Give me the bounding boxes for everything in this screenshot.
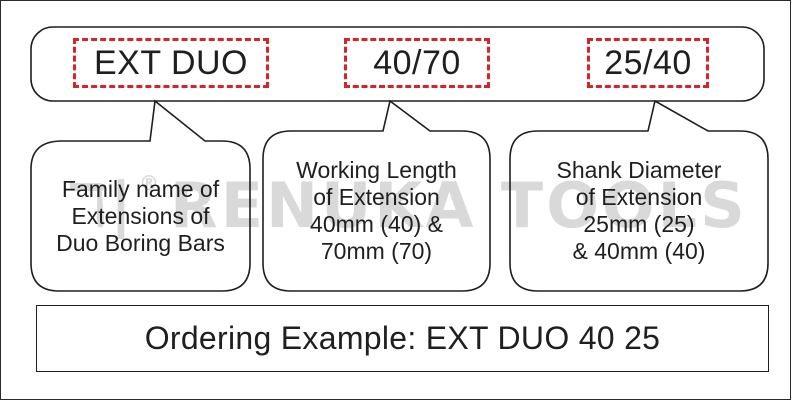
watermark: ℸ| ® RENUKA TOOLS [66, 150, 745, 260]
ordering-example-box: Ordering Example: EXT DUO 40 25 [36, 305, 769, 372]
bubble-family-text: Family name of Extensions of Duo Boring … [56, 175, 225, 256]
code-diameter-label: 25/40 [604, 43, 692, 82]
bubble-length-text: Working Length of Extension 40mm (40) & … [296, 157, 457, 264]
code-family-label: EXT DUO [93, 43, 248, 82]
code-length-label: 40/70 [373, 43, 461, 82]
code-row: EXT DUO 40/70 25/40 [31, 27, 764, 101]
code-container [30, 26, 765, 102]
bubble-diameter-text: Shank Diameter of Extension 25mm (25) & … [556, 157, 722, 264]
bubble-diameter-shape [509, 99, 769, 292]
watermark-logo-icon: ℸ| [66, 170, 135, 240]
code-length-box: 40/70 [344, 38, 490, 88]
watermark-registered-mark: ® [138, 171, 162, 195]
watermark-text: RENUKA TOOLS [169, 168, 748, 242]
bubble-length-shape [262, 99, 491, 292]
code-family-box: EXT DUO [73, 38, 269, 88]
bubble-family-shape [30, 99, 251, 292]
ordering-example-text: Ordering Example: EXT DUO 40 25 [144, 320, 661, 356]
code-diameter-box: 25/40 [587, 38, 709, 88]
